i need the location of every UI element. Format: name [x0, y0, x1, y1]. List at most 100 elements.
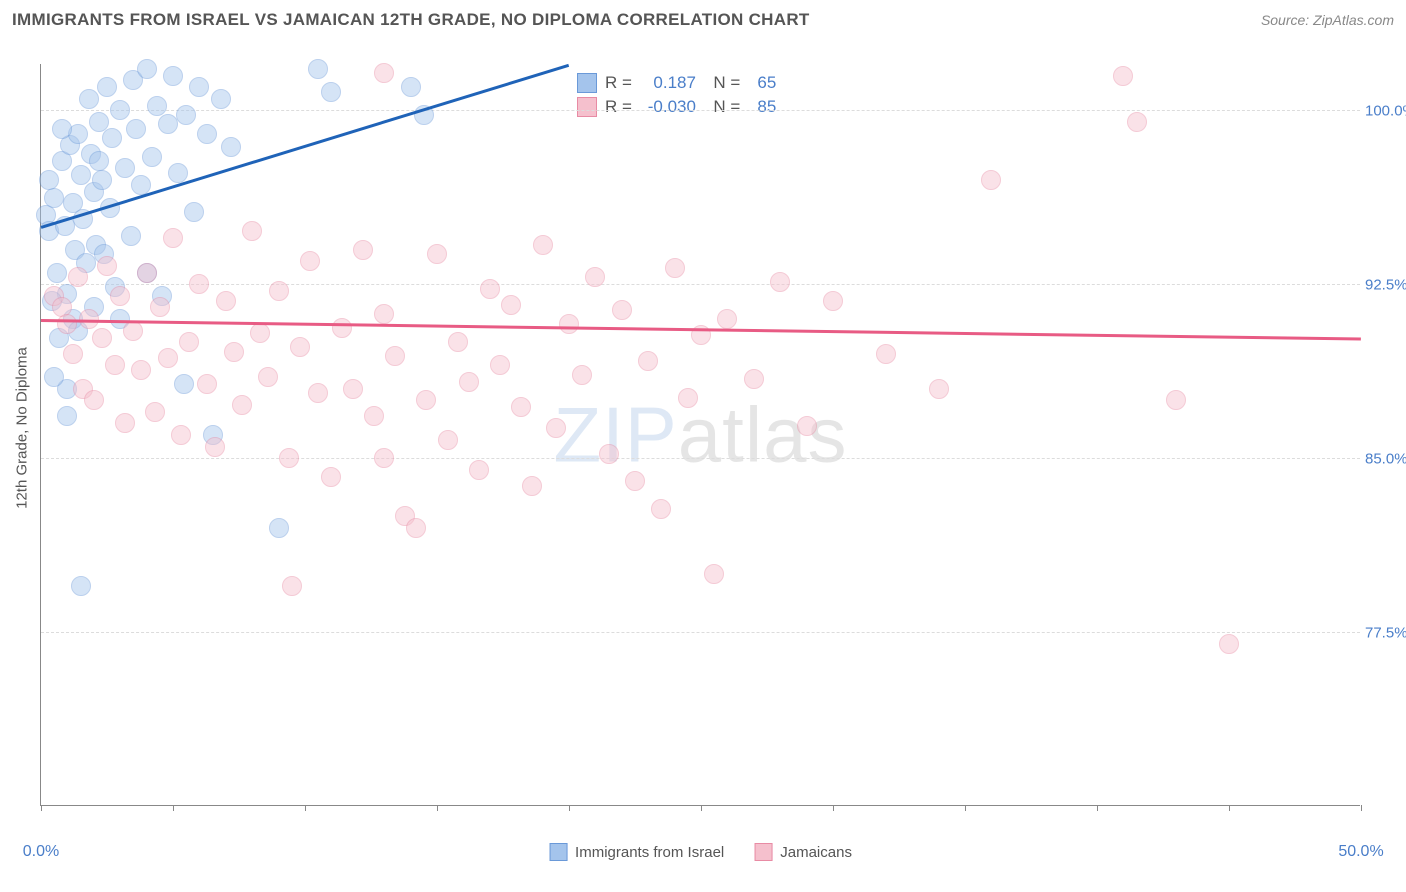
- x-tick: [437, 805, 438, 811]
- legend-item: Immigrants from Israel: [549, 843, 724, 861]
- scatter-point: [115, 158, 135, 178]
- scatter-point: [168, 163, 188, 183]
- y-tick-label: 77.5%: [1365, 625, 1406, 642]
- scatter-point: [131, 360, 151, 380]
- scatter-point: [205, 437, 225, 457]
- legend-swatch: [549, 843, 567, 861]
- scatter-point: [57, 314, 77, 334]
- stats-n-label: N =: [704, 97, 740, 117]
- y-tick-label: 85.0%: [1365, 451, 1406, 468]
- scatter-point: [599, 444, 619, 464]
- gridline: 85.0%: [41, 458, 1360, 459]
- scatter-point: [469, 460, 489, 480]
- x-tick: [1361, 805, 1362, 811]
- scatter-point: [158, 348, 178, 368]
- stats-row: R =-0.030 N =85: [571, 95, 782, 119]
- scatter-point: [290, 337, 310, 357]
- scatter-point: [401, 77, 421, 97]
- chart-container: 12th Grade, No Diploma ZIPatlas R =0.187…: [40, 48, 1390, 808]
- scatter-point: [374, 63, 394, 83]
- scatter-point: [123, 321, 143, 341]
- scatter-point: [321, 467, 341, 487]
- scatter-point: [84, 390, 104, 410]
- scatter-point: [197, 124, 217, 144]
- scatter-point: [68, 267, 88, 287]
- scatter-point: [221, 137, 241, 157]
- y-tick-label: 100.0%: [1365, 103, 1406, 120]
- scatter-point: [189, 274, 209, 294]
- scatter-point: [174, 374, 194, 394]
- scatter-point: [79, 89, 99, 109]
- scatter-point: [343, 379, 363, 399]
- x-tick: [701, 805, 702, 811]
- scatter-point: [797, 416, 817, 436]
- scatter-point: [47, 263, 67, 283]
- scatter-point: [105, 355, 125, 375]
- scatter-point: [97, 77, 117, 97]
- scatter-point: [364, 406, 384, 426]
- chart-header: IMMIGRANTS FROM ISRAEL VS JAMAICAN 12TH …: [0, 0, 1406, 36]
- scatter-point: [121, 226, 141, 246]
- scatter-point: [770, 272, 790, 292]
- legend-swatch: [754, 843, 772, 861]
- scatter-point: [232, 395, 252, 415]
- scatter-point: [158, 114, 178, 134]
- scatter-point: [189, 77, 209, 97]
- scatter-point: [585, 267, 605, 287]
- scatter-point: [63, 344, 83, 364]
- x-tick: [965, 805, 966, 811]
- scatter-point: [638, 351, 658, 371]
- scatter-point: [269, 281, 289, 301]
- scatter-point: [176, 105, 196, 125]
- scatter-point: [572, 365, 592, 385]
- scatter-point: [1127, 112, 1147, 132]
- scatter-point: [546, 418, 566, 438]
- scatter-point: [179, 332, 199, 352]
- scatter-point: [929, 379, 949, 399]
- plot-area: ZIPatlas R =0.187 N =65R =-0.030 N =85 I…: [40, 64, 1360, 806]
- scatter-point: [612, 300, 632, 320]
- scatter-point: [717, 309, 737, 329]
- source-attribution: Source: ZipAtlas.com: [1261, 12, 1394, 28]
- scatter-point: [131, 175, 151, 195]
- gridline: 77.5%: [41, 632, 1360, 633]
- scatter-point: [44, 188, 64, 208]
- x-tick-label: 0.0%: [23, 843, 59, 861]
- scatter-point: [44, 367, 64, 387]
- scatter-point: [150, 297, 170, 317]
- x-tick-label: 50.0%: [1338, 843, 1383, 861]
- scatter-point: [678, 388, 698, 408]
- scatter-point: [102, 128, 122, 148]
- scatter-point: [71, 576, 91, 596]
- scatter-point: [385, 346, 405, 366]
- scatter-point: [163, 66, 183, 86]
- scatter-point: [269, 518, 289, 538]
- scatter-point: [321, 82, 341, 102]
- stats-swatch: [577, 73, 597, 93]
- legend-label: Immigrants from Israel: [575, 844, 724, 861]
- scatter-point: [110, 286, 130, 306]
- scatter-point: [308, 59, 328, 79]
- scatter-point: [876, 344, 896, 364]
- stats-r-label: R =: [605, 97, 632, 117]
- scatter-point: [258, 367, 278, 387]
- stats-legend-box: R =0.187 N =65R =-0.030 N =85: [571, 67, 782, 123]
- scatter-point: [501, 295, 521, 315]
- scatter-point: [480, 279, 500, 299]
- y-axis-label: 12th Grade, No Diploma: [14, 347, 31, 509]
- watermark-accent: ZIP: [553, 390, 677, 478]
- scatter-point: [374, 304, 394, 324]
- stats-r-value: -0.030: [640, 97, 696, 117]
- scatter-point: [353, 240, 373, 260]
- scatter-point: [490, 355, 510, 375]
- scatter-point: [744, 369, 764, 389]
- x-tick: [173, 805, 174, 811]
- scatter-point: [126, 119, 146, 139]
- scatter-point: [559, 314, 579, 334]
- stats-n-value: 65: [748, 73, 776, 93]
- stats-swatch: [577, 97, 597, 117]
- stats-r-value: 0.187: [640, 73, 696, 93]
- scatter-point: [1219, 634, 1239, 654]
- scatter-point: [300, 251, 320, 271]
- scatter-point: [459, 372, 479, 392]
